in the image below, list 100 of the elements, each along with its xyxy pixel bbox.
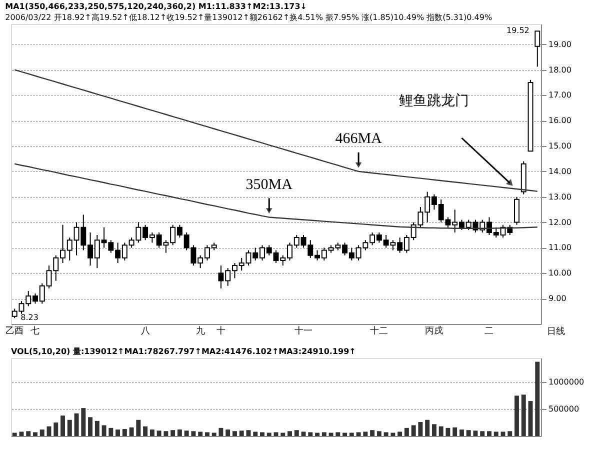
bar <box>54 422 58 436</box>
bar <box>438 426 444 436</box>
y-tick-label: 17.00 <box>548 90 572 100</box>
bar <box>535 362 540 436</box>
y-tick-label: 19.00 <box>548 40 572 49</box>
bar <box>266 432 272 436</box>
bar <box>315 432 320 436</box>
bar <box>239 430 244 436</box>
text: 日线 <box>547 326 565 337</box>
bar <box>356 432 361 436</box>
bar <box>432 424 436 436</box>
bar <box>384 432 388 436</box>
bar <box>288 431 292 436</box>
bar <box>280 432 286 436</box>
bar <box>294 430 299 436</box>
x-tick-label: 乙酉 <box>6 326 24 336</box>
y-tick-label: 14.00 <box>548 166 572 176</box>
bar <box>308 432 313 436</box>
y-tick-label: 13.00 <box>548 192 572 202</box>
bar <box>480 431 485 436</box>
annotation: 8.23 <box>20 313 38 322</box>
bar <box>156 430 162 436</box>
y-tick-label: 1000000 <box>548 378 584 387</box>
y-tick-label: 500000 <box>548 404 580 414</box>
bar <box>253 432 258 436</box>
bar <box>418 422 423 436</box>
bar <box>170 430 176 436</box>
bar <box>143 426 148 436</box>
bar <box>487 431 492 436</box>
candlestick <box>514 196 520 226</box>
annotation: 鲤鱼跳龙门 <box>399 93 470 109</box>
bar <box>446 428 450 436</box>
bar <box>204 432 210 436</box>
y-tick-label: 10.00 <box>548 268 572 278</box>
x-tick-label: 丙戌 <box>425 326 444 336</box>
bar <box>528 401 533 436</box>
bar <box>81 408 86 436</box>
bar <box>218 428 224 436</box>
y-tick-label: 16.00 <box>548 116 572 126</box>
bar <box>19 432 24 436</box>
chart-title: MA1(350,466,233,250,575,120,240,360,2) M1:11.833↑M2:13.173↓ <box>5 2 307 11</box>
bar <box>226 430 230 436</box>
bar <box>473 430 478 436</box>
bar <box>363 432 368 436</box>
bar <box>102 425 106 436</box>
bar <box>150 430 154 436</box>
bar <box>260 432 264 436</box>
x-tick-label: 八 <box>140 326 150 336</box>
y-tick-label: 11.00 <box>548 243 572 252</box>
bar <box>370 430 375 436</box>
bar <box>301 432 306 436</box>
bar <box>274 432 278 436</box>
bar <box>40 430 44 436</box>
bar <box>411 425 416 436</box>
bar <box>336 432 340 436</box>
bar <box>67 420 72 436</box>
x-tick-label: 十二 <box>370 326 388 336</box>
bar <box>459 430 464 436</box>
y-tick-label: 9.00 <box>548 294 566 304</box>
bar <box>349 432 354 436</box>
bar <box>191 431 196 436</box>
bar <box>508 431 512 436</box>
bar <box>60 416 65 436</box>
bar <box>198 432 203 436</box>
bar <box>342 432 348 436</box>
bar <box>136 420 141 436</box>
x-tick-label: 十一 <box>294 326 313 336</box>
bar <box>108 428 114 436</box>
bar <box>94 420 100 436</box>
bar <box>398 432 402 436</box>
bar <box>184 430 189 436</box>
bar <box>494 432 498 436</box>
bar <box>116 430 120 436</box>
bar <box>177 430 182 436</box>
bar <box>376 431 382 436</box>
bar <box>521 394 526 436</box>
y-tick-label: 12.00 <box>548 218 572 227</box>
candlestick <box>534 30 540 68</box>
chart-title: VOL(5,10,20) 量:139012↑MA1:78267.797↑MA2:41476.102↑MA3:24910.199↑ <box>11 347 356 356</box>
bar <box>322 432 326 436</box>
bar <box>33 432 38 436</box>
bar <box>129 427 134 436</box>
bar <box>466 430 471 436</box>
bar <box>246 430 251 436</box>
bar <box>164 431 168 436</box>
annotation: 19.52 <box>506 26 530 36</box>
y-tick-label: 18.00 <box>548 65 572 74</box>
x-tick-label: 九 <box>196 326 205 336</box>
y-tick-label: 15.00 <box>548 142 572 151</box>
bar <box>122 429 127 436</box>
bar <box>74 413 79 436</box>
bar <box>88 417 93 436</box>
bar <box>500 432 506 436</box>
x-tick-label: 十 <box>216 326 226 336</box>
bar <box>12 432 17 436</box>
bar <box>328 432 334 436</box>
x-tick-label: 二 <box>484 326 494 336</box>
bar <box>404 428 409 436</box>
bar <box>26 431 31 436</box>
series-label: 466MA <box>335 131 382 148</box>
